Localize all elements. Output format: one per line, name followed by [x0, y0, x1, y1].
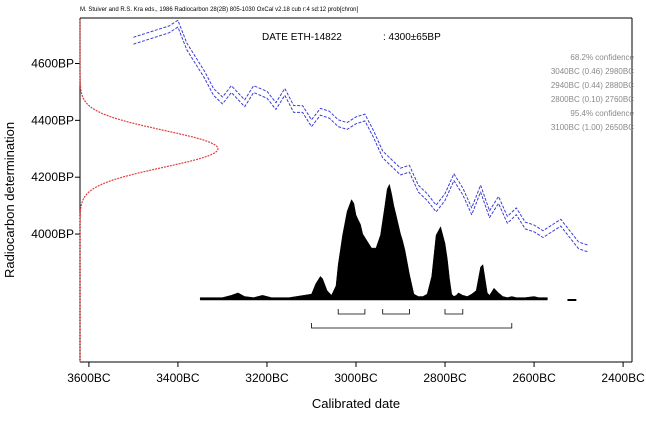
- calibrated-probability-distribution: [199, 183, 577, 301]
- x-tick-label: 3200BC: [245, 371, 289, 385]
- x-axis-ticks: 3600BC 3400BC 3200BC 3000BC 2800BC 2600BC 2400…: [67, 362, 645, 385]
- measurement-gaussian: [79, 18, 219, 362]
- y-tick-label: 4200BP: [31, 170, 74, 184]
- confidence-range-text: 3100BC (1.00) 2650BC: [551, 123, 634, 132]
- calibration-curve-upper: [133, 19, 588, 246]
- header-citation: M. Stuiver and R.S. Kra eds., 1986 Radio…: [80, 7, 358, 13]
- calibration-curve-lower: [133, 26, 588, 253]
- plot-frame: [79, 17, 633, 363]
- confidence-range-text: 3040BC (0.46) 2980BC: [551, 67, 634, 76]
- date-value: : 4300±65BP: [383, 32, 441, 43]
- range-68-bracket: [337, 309, 366, 315]
- x-tick-label: 3600BC: [67, 371, 111, 385]
- y-tick-label: 4600BP: [31, 56, 74, 70]
- confidence-range-text: 2940BC (0.44) 2880BC: [551, 81, 634, 90]
- x-axis-label: Calibrated date: [312, 396, 400, 411]
- date-label: DATE ETH-14822: [262, 32, 342, 43]
- x-tick-label: 2600BC: [512, 371, 556, 385]
- radiocarbon-measurement-curve: [79, 18, 219, 362]
- y-tick-label: 4000BP: [31, 227, 74, 241]
- calibration-curve: [133, 19, 588, 253]
- y-tick-label: 4400BP: [31, 113, 74, 127]
- range-95-bracket: [311, 323, 513, 329]
- x-tick-label: 3000BC: [334, 371, 378, 385]
- confidence-intervals-legend: 68.2% confidence 3040BC (0.46) 2980BC 2940…: [551, 53, 635, 132]
- probability-area: [199, 183, 548, 301]
- confidence-level-label: 68.2% confidence: [570, 53, 634, 62]
- y-axis-label: Radiocarbon determination: [2, 122, 17, 278]
- x-tick-label: 2400BC: [601, 371, 645, 385]
- confidence-range-brackets: [311, 309, 513, 329]
- confidence-level-label: 95.4% confidence: [570, 109, 634, 118]
- range-68-bracket: [382, 309, 410, 315]
- range-68-bracket: [444, 309, 464, 315]
- y-axis-ticks: 4600BP 4400BP 4200BP 4000BP: [31, 56, 80, 241]
- x-tick-label: 3400BC: [156, 371, 200, 385]
- confidence-range-text: 2800BC (0.10) 2760BC: [551, 95, 634, 104]
- x-tick-label: 2800BC: [423, 371, 467, 385]
